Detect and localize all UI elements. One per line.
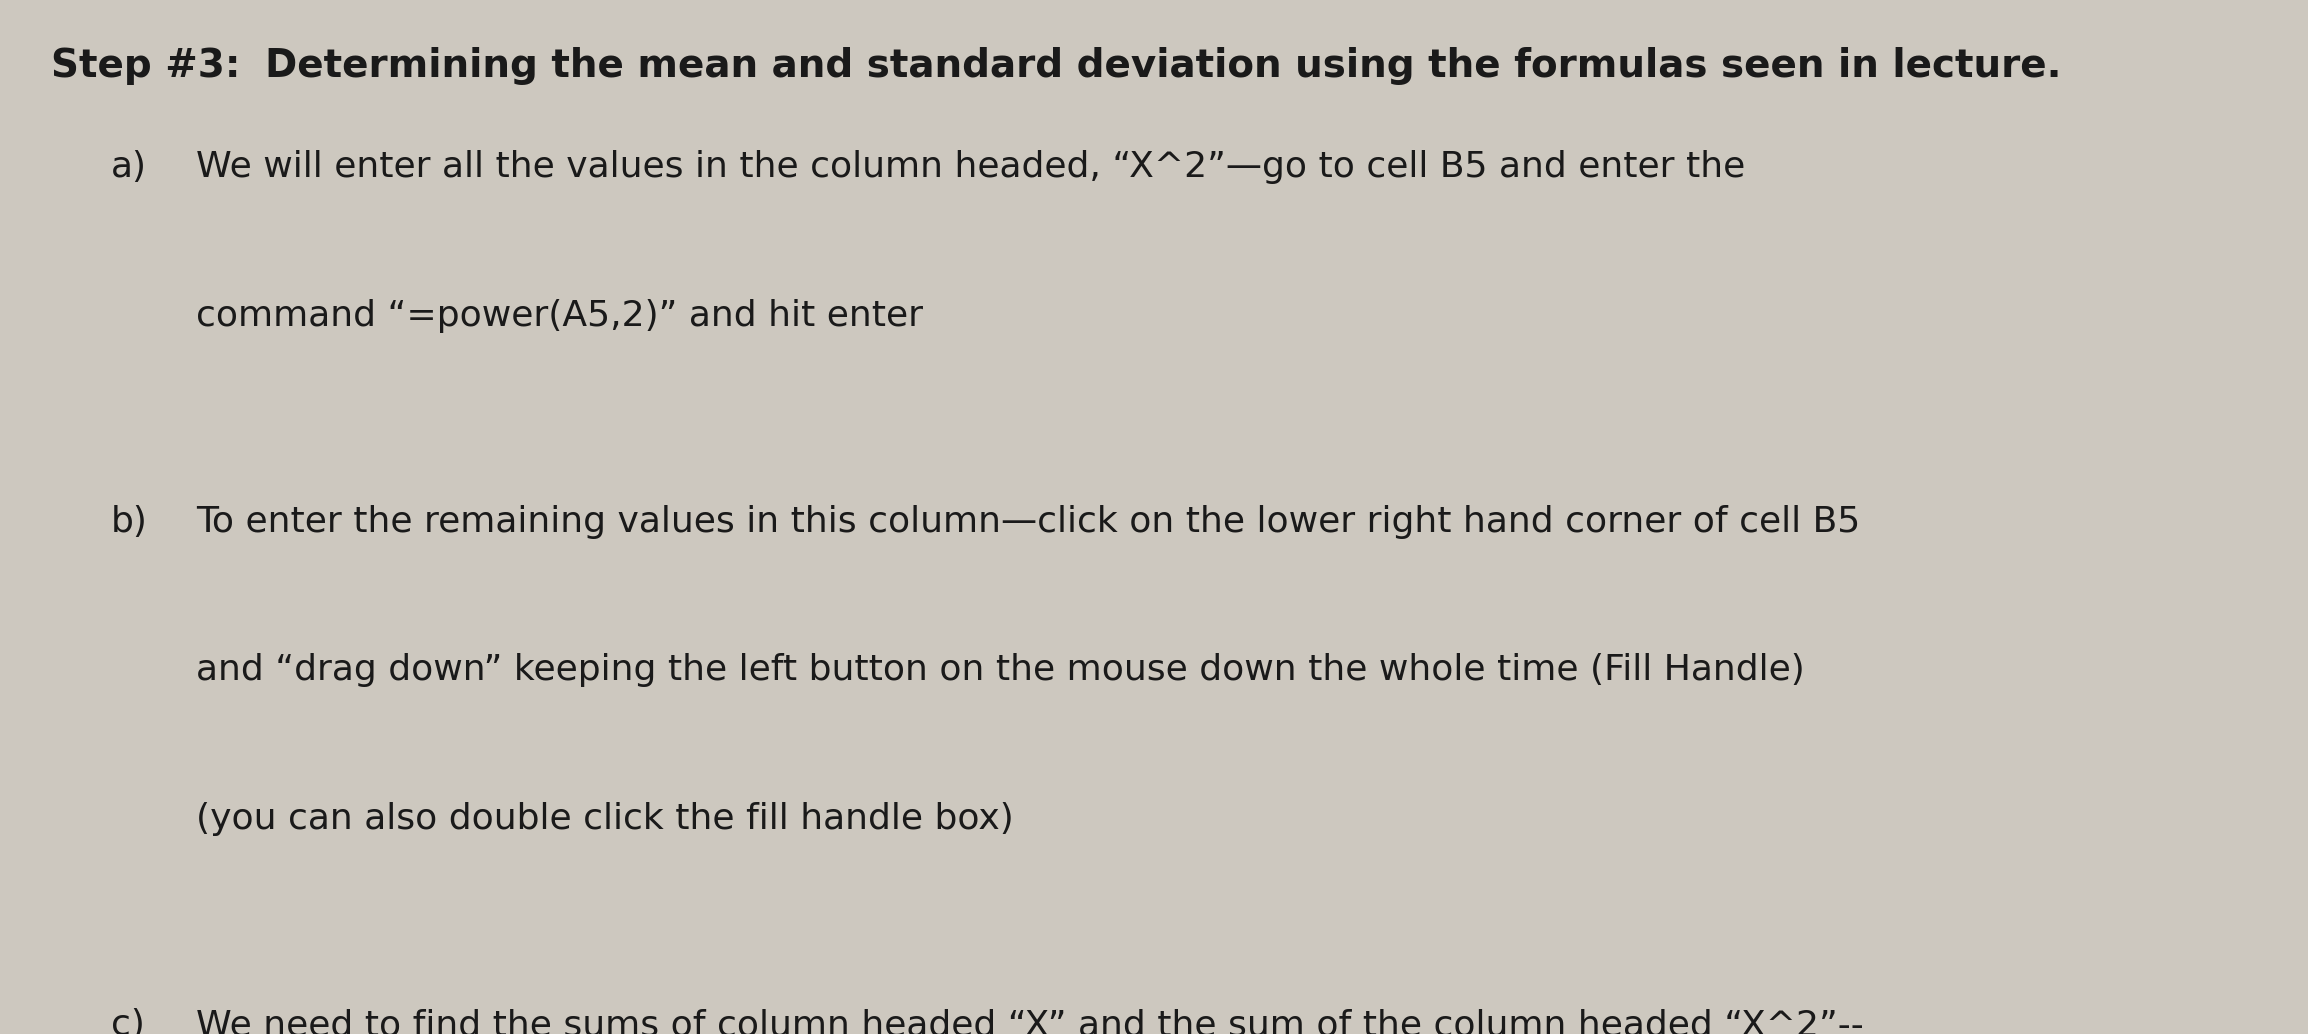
Text: To enter the remaining values in this column—click on the lower right hand corne: To enter the remaining values in this co…	[196, 505, 1860, 539]
Text: b): b)	[111, 505, 148, 539]
Text: and “drag down” keeping the left button on the mouse down the whole time (Fill H: and “drag down” keeping the left button …	[196, 653, 1805, 688]
Text: We need to find the sums of column headed “X” and the sum of the column headed “: We need to find the sums of column heade…	[196, 1008, 1865, 1034]
Text: c): c)	[111, 1008, 145, 1034]
Text: (you can also double click the fill handle box): (you can also double click the fill hand…	[196, 802, 1013, 837]
Text: We will enter all the values in the column headed, “X^2”—go to cell B5 and enter: We will enter all the values in the colu…	[196, 150, 1745, 184]
Text: Step #3:: Step #3:	[51, 47, 240, 85]
Text: Determining the mean and standard deviation using the formulas seen in lecture.: Determining the mean and standard deviat…	[265, 47, 2061, 85]
Text: command “=power(A5,2)” and hit enter: command “=power(A5,2)” and hit enter	[196, 299, 923, 333]
Text: a): a)	[111, 150, 148, 184]
